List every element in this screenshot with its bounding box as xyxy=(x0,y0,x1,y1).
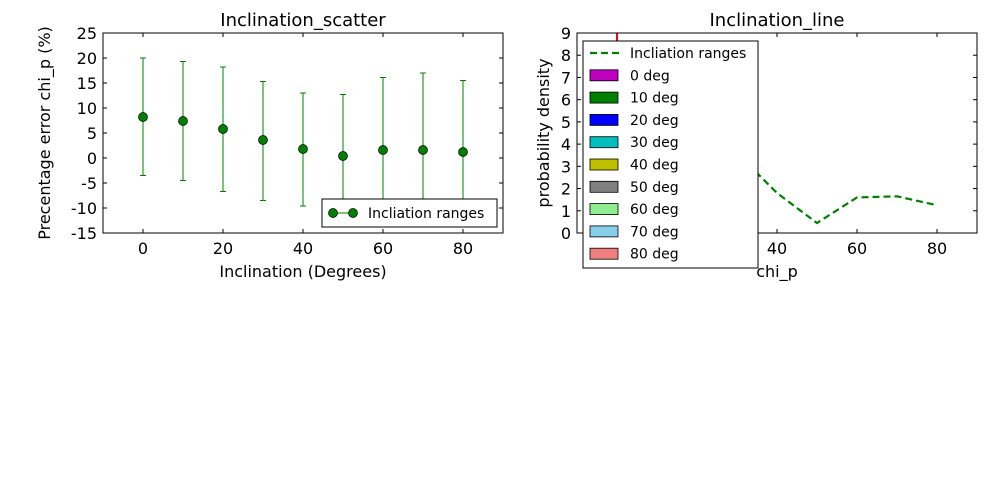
scatter-y-tick-label: -5 xyxy=(81,174,97,193)
line-y-tick-label: 3 xyxy=(561,157,571,176)
line-legend-patch-swatch xyxy=(589,69,619,82)
scatter-point xyxy=(178,116,188,126)
line-legend-patch-swatch xyxy=(589,203,619,216)
line-legend-patch-swatch xyxy=(589,136,619,149)
line-legend-label: 50 deg xyxy=(630,180,679,196)
scatter-legend-marker-right xyxy=(348,208,358,218)
line-legend-patch-swatch xyxy=(589,247,619,260)
line-legend-label: 60 deg xyxy=(630,202,679,218)
line-legend: Incliation ranges 0 deg 10 deg 20 deg 30 deg… xyxy=(582,40,759,269)
scatter-legend: Incliation ranges xyxy=(321,198,498,228)
scatter-point xyxy=(418,145,428,155)
scatter-point xyxy=(138,112,148,122)
line-legend-patch-swatch xyxy=(589,225,619,238)
line-y-tick-label: 4 xyxy=(561,135,571,154)
scatter-y-tick-label: -15 xyxy=(71,224,97,243)
scatter-point xyxy=(258,135,268,145)
line-x-tick-label: 60 xyxy=(847,239,867,258)
scatter-y-tick-label: 15 xyxy=(77,74,97,93)
scatter-y-tick-label: 5 xyxy=(87,124,97,143)
scatter-chart-title: Inclination_scatter xyxy=(220,10,386,31)
scatter-legend-label: Incliation ranges xyxy=(368,206,484,222)
line-legend-label: 40 deg xyxy=(630,158,679,174)
scatter-x-tick-label: 60 xyxy=(373,239,393,258)
line-chart-title: Inclination_line xyxy=(709,10,844,31)
scatter-point xyxy=(338,151,348,161)
scatter-x-tick-label: 80 xyxy=(453,239,473,258)
scatter-legend-marker-left xyxy=(328,208,338,218)
scatter-y-axis-label: Precentage error chi_p (%) xyxy=(35,26,55,240)
line-legend-patch-swatch xyxy=(589,114,619,126)
line-y-tick-label: 0 xyxy=(561,224,571,243)
line-y-tick-label: 1 xyxy=(561,202,571,221)
scatter-y-tick-label: 10 xyxy=(77,99,97,118)
scatter-x-axis-label: Inclination (Degrees) xyxy=(219,262,386,281)
scatter-x-tick-label: 40 xyxy=(293,239,313,258)
line-legend-label: 10 deg xyxy=(630,91,679,107)
scatter-point xyxy=(298,144,308,154)
scatter-point xyxy=(378,145,388,155)
scatter-point xyxy=(218,124,228,134)
line-y-tick-label: 7 xyxy=(561,68,571,87)
line-y-axis-label: probability density xyxy=(534,58,553,207)
line-x-tick-label: 80 xyxy=(927,239,947,258)
scatter-y-tick-label: -10 xyxy=(71,199,97,218)
scatter-plot-frame xyxy=(102,32,504,234)
line-legend-patch-swatch xyxy=(589,158,619,171)
line-legend-label: 0 deg xyxy=(630,68,670,84)
scatter-point xyxy=(458,147,468,157)
line-legend-label: Incliation ranges xyxy=(630,46,746,62)
line-legend-patch-swatch xyxy=(589,180,619,193)
line-y-tick-label: 8 xyxy=(561,46,571,65)
line-y-tick-label: 2 xyxy=(561,180,571,199)
line-legend-label: 70 deg xyxy=(630,224,679,240)
line-y-tick-label: 5 xyxy=(561,113,571,132)
line-legend-label: 80 deg xyxy=(630,247,679,263)
line-legend-patch-swatch xyxy=(589,91,619,104)
scatter-x-tick-label: 0 xyxy=(138,239,148,258)
scatter-y-tick-label: 0 xyxy=(87,149,97,168)
line-y-tick-label: 6 xyxy=(561,91,571,110)
line-y-tick-label: 9 xyxy=(561,24,571,43)
line-x-tick-label: 40 xyxy=(767,239,787,258)
scatter-x-tick-label: 20 xyxy=(213,239,233,258)
line-legend-label: 20 deg xyxy=(630,113,679,129)
scatter-plot-area: -15 -10 -5 0 5 10 15 20 25 0 20 40 60 80 xyxy=(71,24,503,258)
line-x-axis-label: chi_p xyxy=(756,262,798,282)
line-plot-frame xyxy=(576,32,978,234)
scatter-chart: Inclination_scatter -15 -10 -5 0 5 10 15 20 25 0 2… xyxy=(35,10,504,281)
line-legend-label: 30 deg xyxy=(630,135,679,151)
scatter-y-tick-label: 25 xyxy=(77,24,97,43)
scatter-y-tick-label: 20 xyxy=(77,49,97,68)
